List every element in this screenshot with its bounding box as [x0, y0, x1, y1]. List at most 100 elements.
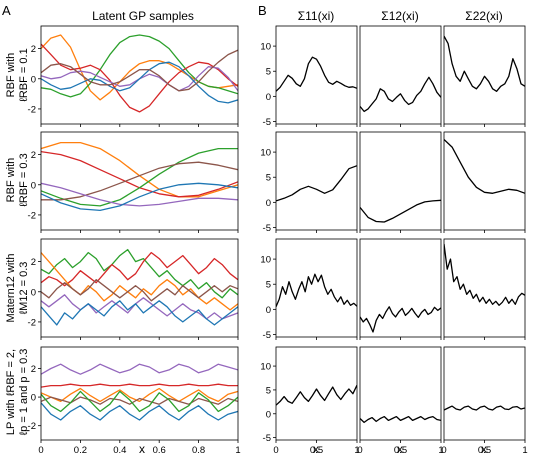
row-label-0: RBF with ℓRBF = 0.1 — [5, 48, 30, 101]
y-tick-label: 5 — [266, 280, 271, 291]
series-line-black-0 — [360, 199, 441, 223]
row-label-3: LP with ℓRBF = 2, ℓp = 1 and p = 0.3 — [5, 349, 30, 436]
plot-frame — [40, 131, 239, 231]
y-tick-label: 0 — [266, 92, 271, 103]
panel-sigma12-rbf-01 — [359, 25, 442, 127]
y-tick-label: -5 — [263, 330, 271, 341]
panel-sigma22-matern12 — [443, 238, 526, 340]
panel-sigma22-lp: 0 0.5 1 — [441, 346, 528, 456]
series-line-purple-4 — [41, 294, 238, 320]
panel-latent-matern12: -2 0 2 — [28, 238, 239, 340]
y-tick-label: 0 — [31, 180, 36, 191]
x-tick-label: 1 — [354, 445, 359, 456]
panel-sigma12-rbf-03 — [359, 131, 442, 233]
panel-latent-lp: -2 0 2 0 0.2 0.4 0.6 0.8 1 — [28, 346, 241, 456]
x-tick-label: 1 — [438, 445, 443, 456]
y-tick-label: 10 — [260, 42, 271, 53]
xlabel-sigma11: x — [313, 442, 319, 456]
panel-sigma22-rbf-01 — [443, 25, 526, 127]
plot-frame — [359, 238, 442, 338]
plot-frame — [40, 25, 239, 125]
column-title-latent: Latent GP samples — [92, 9, 194, 23]
panel-letter-a: A — [2, 3, 11, 18]
series-line-brown-3 — [41, 279, 238, 302]
x-tick-label: 0 — [357, 445, 362, 456]
plot-frame — [443, 131, 526, 231]
series-line-blue-5 — [41, 182, 238, 212]
row-label-line1: Matern12 with — [5, 253, 17, 322]
series-line-black-0 — [360, 76, 441, 113]
panel-sigma11-matern12: -5 0 5 10 — [260, 238, 358, 341]
series-line-purple-4 — [41, 182, 238, 207]
series-line-red-1 — [41, 383, 238, 388]
y-tick-label: 0 — [266, 198, 271, 209]
y-tick-label: 0 — [31, 393, 36, 404]
y-tick-label: 5 — [266, 385, 271, 396]
x-tick-label: 1 — [235, 445, 240, 456]
row-label-1: RBF with ℓRBF = 0.3 — [5, 153, 30, 206]
y-tick-label: -2 — [28, 317, 36, 328]
panel-sigma12-matern12 — [359, 238, 442, 340]
plot-frame — [443, 238, 526, 338]
series-line-brown-3 — [41, 396, 238, 405]
y-tick-label: -5 — [263, 223, 271, 234]
y-tick-label: 10 — [260, 148, 271, 159]
y-tick-label: -2 — [28, 104, 36, 115]
x-tick-label: 0.6 — [153, 445, 166, 456]
row-label-line2: ℓRBF = 0.3 — [18, 153, 30, 206]
x-tick-label: 0.5 — [478, 445, 491, 456]
plot-frame — [443, 346, 526, 441]
x-tick-label: 0.4 — [113, 445, 126, 456]
panel-sigma11-rbf-01: -5 0 5 10 — [260, 25, 358, 128]
y-tick-label: 0 — [266, 409, 271, 420]
series-line-black-0 — [444, 243, 525, 306]
y-tick-label: -5 — [263, 117, 271, 128]
panel-letter-b: B — [258, 3, 267, 18]
plot-frame — [359, 131, 442, 231]
row-label-line2: ℓM12 = 0.3 — [18, 262, 30, 315]
y-tick-label: 0 — [266, 305, 271, 316]
y-tick-label: 5 — [266, 67, 271, 78]
y-tick-label: 2 — [31, 44, 36, 55]
xlabel-latent: x — [139, 442, 145, 456]
panel-latent-rbf-01: -2 0 2 — [28, 25, 239, 127]
y-tick-label: -5 — [263, 433, 271, 444]
series-line-green-1 — [41, 34, 238, 98]
y-tick-label: 2 — [31, 150, 36, 161]
y-tick-label: -2 — [28, 210, 36, 221]
x-tick-label: 0 — [273, 445, 278, 456]
x-tick-label: 0.5 — [310, 445, 323, 456]
series-line-red-1 — [41, 251, 238, 287]
y-tick-label: 2 — [31, 364, 36, 375]
column-title-sigma22: Σ22(xi) — [465, 9, 502, 23]
x-tick-label: 0.8 — [192, 445, 205, 456]
plot-frame — [359, 25, 442, 125]
series-line-black-0 — [276, 384, 357, 406]
series-line-blue-4 — [41, 61, 238, 104]
series-line-purple-0 — [41, 363, 238, 375]
y-tick-label: 2 — [31, 257, 36, 268]
series-line-black-0 — [276, 56, 357, 92]
row-label-line1: LP with ℓRBF = 2, — [5, 349, 17, 435]
panel-sigma12-lp: 0 0.5 1 — [357, 346, 444, 456]
plot-frame — [359, 346, 442, 441]
y-tick-label: 0 — [31, 74, 36, 85]
y-tick-label: 10 — [260, 362, 271, 373]
y-tick-label: 5 — [266, 173, 271, 184]
series-line-orange-2 — [41, 387, 238, 403]
xlabel-sigma12: x — [397, 442, 403, 456]
x-tick-label: 1 — [522, 445, 527, 456]
series-line-black-0 — [444, 139, 525, 194]
series-line-black-0 — [444, 405, 525, 411]
series-line-blue-5 — [41, 402, 238, 421]
series-line-green-0 — [41, 248, 238, 299]
series-line-brown-5 — [41, 49, 238, 92]
x-tick-label: 0.2 — [74, 445, 87, 456]
row-label-line1: RBF with — [5, 53, 17, 98]
column-title-sigma12: Σ12(xi) — [381, 9, 418, 23]
series-line-blue-5 — [41, 300, 238, 326]
plot-frame — [40, 238, 239, 338]
